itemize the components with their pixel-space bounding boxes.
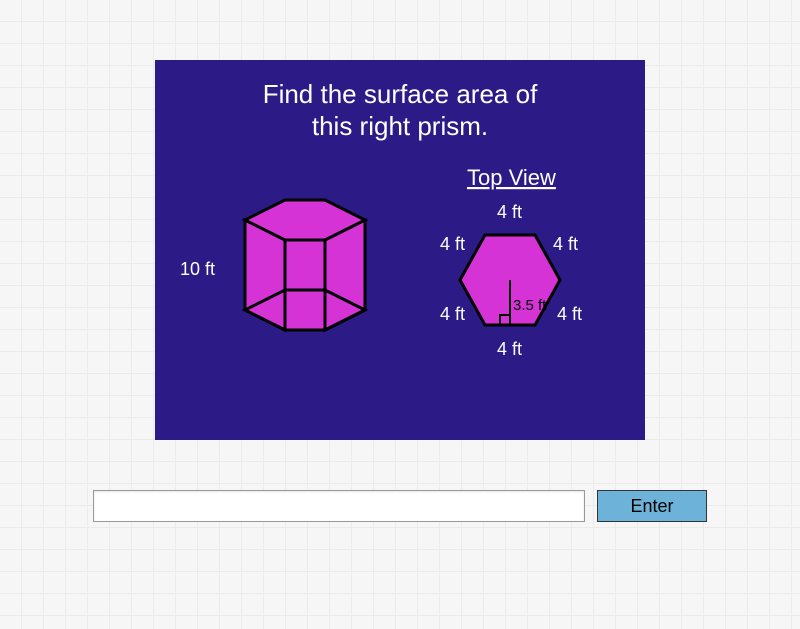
question-title: Find the surface area of this right pris… bbox=[155, 78, 645, 142]
answer-row: Enter bbox=[93, 490, 707, 524]
side-label-top: 4 ft bbox=[497, 202, 522, 222]
enter-button[interactable]: Enter bbox=[597, 490, 707, 522]
apothem-label: 3.5 ft bbox=[513, 297, 547, 314]
side-label-bottom: 4 ft bbox=[497, 339, 522, 359]
diagram-svg: 10 ft Top View 4 ft 4 ft 4 ft 4 ft 4 ft … bbox=[155, 150, 645, 430]
side-label-ll: 4 ft bbox=[440, 304, 465, 324]
prism-height-label: 10 ft bbox=[180, 259, 215, 279]
side-label-ur: 4 ft bbox=[553, 234, 578, 254]
top-view-title: Top View bbox=[467, 165, 556, 190]
side-label-lr: 4 ft bbox=[557, 304, 582, 324]
title-line2: this right prism. bbox=[312, 111, 488, 141]
question-panel: Find the surface area of this right pris… bbox=[155, 60, 645, 440]
side-label-ul: 4 ft bbox=[440, 234, 465, 254]
answer-input[interactable] bbox=[93, 490, 585, 522]
stage: Find the surface area of this right pris… bbox=[0, 0, 800, 629]
prism-3d bbox=[245, 200, 365, 330]
title-line1: Find the surface area of bbox=[263, 79, 538, 109]
